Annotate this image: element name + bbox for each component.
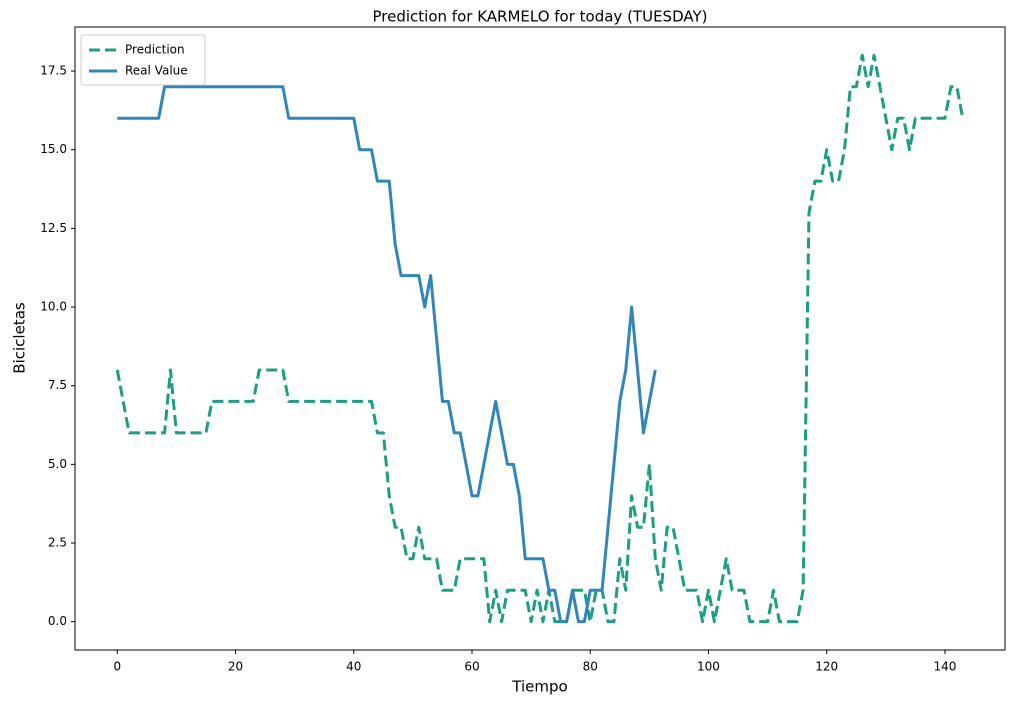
plot-frame xyxy=(74,26,1006,651)
x-tick-label: 20 xyxy=(228,660,243,674)
y-tick-label: 17.5 xyxy=(40,64,67,78)
x-tick-label: 140 xyxy=(934,660,957,674)
x-tick-label: 80 xyxy=(583,660,598,674)
series-line xyxy=(115,53,965,624)
chart-title: Prediction for KARMELO for today (TUESDA… xyxy=(373,8,708,26)
legend-label: Real Value xyxy=(125,64,188,78)
y-tick-label: 12.5 xyxy=(40,221,67,235)
y-tick-label: 7.5 xyxy=(48,378,67,392)
y-tick-label: 5.0 xyxy=(48,457,67,471)
x-tick-label: 100 xyxy=(697,660,720,674)
x-axis-label: Tiempo xyxy=(511,678,567,696)
x-tick-label: 120 xyxy=(815,660,838,674)
y-axis-label: Bicicletas xyxy=(11,302,29,374)
x-tick-label: 0 xyxy=(113,660,121,674)
y-tick-label: 10.0 xyxy=(40,300,67,314)
y-tick-label: 0.0 xyxy=(48,614,67,628)
y-tick-label: 15.0 xyxy=(40,142,67,156)
legend-label: Prediction xyxy=(125,43,185,57)
x-tick-label: 40 xyxy=(346,660,361,674)
series-line xyxy=(117,85,657,624)
y-tick-label: 2.5 xyxy=(48,536,67,550)
x-tick-label: 60 xyxy=(464,660,479,674)
